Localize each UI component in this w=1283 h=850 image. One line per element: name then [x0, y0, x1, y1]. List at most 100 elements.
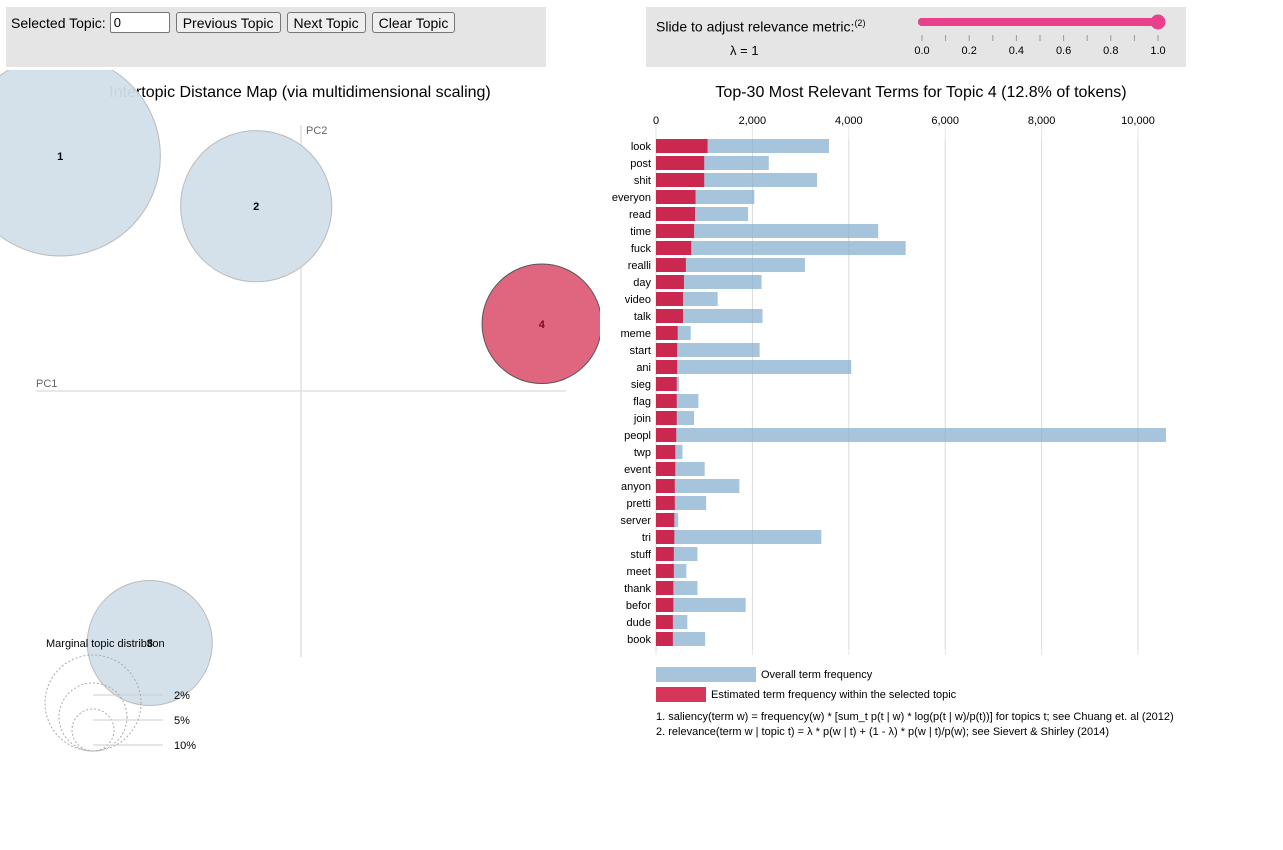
- clear-topic-button[interactable]: Clear Topic: [371, 12, 456, 33]
- topic-bubble-2[interactable]: [180, 130, 333, 283]
- topic-bubble-1[interactable]: [0, 70, 161, 257]
- topic-frequency-bar[interactable]: [656, 428, 677, 442]
- lambda-value-text: λ = 1: [730, 43, 759, 58]
- term-label: join: [633, 413, 651, 425]
- term-label: talk: [634, 311, 652, 323]
- overall-frequency-bar[interactable]: [656, 241, 906, 255]
- slider-tick-label: 0.2: [962, 45, 977, 57]
- slider-tick-label: 0.4: [1009, 45, 1024, 57]
- lambda-slider[interactable]: 0.0 0.2 0.4 0.6 0.8 1.0: [646, 7, 1186, 67]
- term-label: book: [627, 634, 651, 646]
- footnote-1: 1. saliency(term w) = frequency(w) * [su…: [656, 711, 1174, 723]
- overall-frequency-bar[interactable]: [656, 258, 805, 272]
- x-tick-label: 8,000: [1028, 115, 1056, 127]
- topic-frequency-bar[interactable]: [656, 462, 676, 476]
- topic-frequency-bar[interactable]: [656, 241, 692, 255]
- term-label: befor: [626, 600, 651, 612]
- footnote-ref: (2): [854, 18, 866, 28]
- relevance-slider-label: Slide to adjust relevance metric:(2): [656, 18, 865, 35]
- marginal-distribution-legend: Marginal topic distribtion 2% 5% 10%: [44, 638, 196, 752]
- term-label: start: [630, 345, 651, 357]
- overall-frequency-bar[interactable]: [656, 530, 822, 544]
- overall-frequency-bar[interactable]: [656, 479, 740, 493]
- x-tick-label: 4,000: [835, 115, 863, 127]
- topic-frequency-bar[interactable]: [656, 632, 673, 646]
- term-label: day: [633, 277, 651, 289]
- next-topic-button[interactable]: Next Topic: [286, 12, 366, 33]
- topic-frequency-bar[interactable]: [656, 479, 675, 493]
- overall-frequency-bar[interactable]: [656, 343, 760, 357]
- legend-size-circle: [44, 654, 142, 752]
- slider-handle[interactable]: [1150, 14, 1166, 30]
- term-label: stuff: [630, 549, 652, 561]
- topic-frequency-bar[interactable]: [656, 445, 676, 459]
- bar-chart-legend: Overall term frequency Estimated term fre…: [656, 667, 957, 702]
- topic-frequency-bar[interactable]: [656, 530, 675, 544]
- legend-label-0: Overall term frequency: [761, 669, 873, 681]
- topic-frequency-bar[interactable]: [656, 156, 705, 170]
- overall-frequency-bar[interactable]: [656, 428, 1166, 442]
- term-label: thank: [624, 583, 651, 595]
- term-label: look: [631, 141, 652, 153]
- topic-frequency-bar[interactable]: [656, 564, 674, 578]
- topic-frequency-bar[interactable]: [656, 513, 675, 527]
- topic-frequency-bar[interactable]: [656, 309, 683, 323]
- footnote-2: 2. relevance(term w | topic t) = λ * p(w…: [656, 726, 1109, 738]
- relevance-slider-panel: Slide to adjust relevance metric:(2) λ =…: [646, 7, 1186, 67]
- topic-frequency-bar[interactable]: [656, 224, 695, 238]
- term-label: anyon: [621, 481, 651, 493]
- topic-label-3: 3: [147, 638, 153, 650]
- topic-frequency-bar[interactable]: [656, 139, 708, 153]
- overall-frequency-bar[interactable]: [656, 360, 852, 374]
- topic-frequency-bar[interactable]: [656, 394, 677, 408]
- overall-frequency-bar[interactable]: [656, 224, 879, 238]
- map-title: Intertopic Distance Map (via multidimens…: [109, 84, 491, 101]
- topic-frequency-bar[interactable]: [656, 275, 684, 289]
- selected-topic-label: Selected Topic:: [11, 14, 106, 31]
- topic-frequency-bar[interactable]: [656, 496, 675, 510]
- topic-bubble-4[interactable]: [481, 263, 600, 385]
- x-tick-label: 0: [653, 115, 659, 127]
- slider-tick-label: 0.0: [914, 45, 929, 57]
- topic-frequency-bar[interactable]: [656, 377, 677, 391]
- term-label: sieg: [631, 379, 651, 391]
- topic-frequency-bar[interactable]: [656, 615, 673, 629]
- term-label: peopl: [624, 430, 651, 442]
- topic-frequency-bar[interactable]: [656, 190, 696, 204]
- topic-frequency-bar[interactable]: [656, 343, 678, 357]
- topic-frequency-bar[interactable]: [656, 326, 678, 340]
- topic-frequency-bar[interactable]: [656, 598, 674, 612]
- legend-swatch-0: [656, 667, 756, 682]
- term-label: everyon: [612, 192, 651, 204]
- topic-frequency-bar[interactable]: [656, 258, 686, 272]
- topic-label-2: 2: [253, 201, 259, 213]
- topic-frequency-bar[interactable]: [656, 207, 696, 221]
- overall-frequency-bar[interactable]: [656, 598, 746, 612]
- slider-tick-label: 0.8: [1103, 45, 1118, 57]
- term-label: realli: [628, 260, 651, 272]
- legend-size-label: 5%: [174, 715, 190, 727]
- bar-chart-title: Top-30 Most Relevant Terms for Topic 4 (…: [715, 84, 1126, 101]
- topic-frequency-bar[interactable]: [656, 547, 674, 561]
- x-tick-label: 10,000: [1121, 115, 1155, 127]
- marginal-legend-title: Marginal topic distribtion: [46, 638, 165, 650]
- pc2-label: PC2: [306, 125, 327, 137]
- topic-bubble-3[interactable]: [86, 580, 213, 706]
- term-label: dude: [627, 617, 651, 629]
- topic-frequency-bar[interactable]: [656, 581, 674, 595]
- legend-swatch-1: [656, 687, 706, 702]
- topic-frequency-bar[interactable]: [656, 360, 678, 374]
- term-label: meet: [627, 566, 651, 578]
- topic-frequency-bar[interactable]: [656, 411, 677, 425]
- term-label: flag: [633, 396, 651, 408]
- term-label: pretti: [627, 498, 651, 510]
- topic-label-1: 1: [57, 151, 63, 163]
- legend-label-1: Estimated term frequency within the sele…: [711, 689, 957, 701]
- previous-topic-button[interactable]: Previous Topic: [175, 12, 281, 33]
- topic-frequency-bar[interactable]: [656, 173, 705, 187]
- pc1-label: PC1: [36, 378, 57, 390]
- topic-frequency-bar[interactable]: [656, 292, 683, 306]
- topic-label-4: 4: [539, 319, 546, 331]
- selected-topic-input[interactable]: [109, 12, 170, 33]
- term-label: post: [630, 158, 651, 170]
